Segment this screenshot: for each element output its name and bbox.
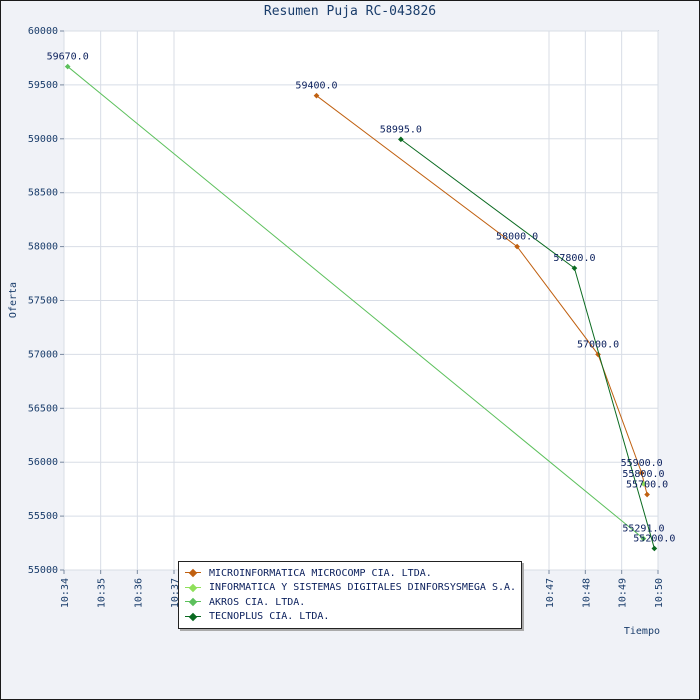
data-point xyxy=(514,243,520,250)
data-label: 59670.0 xyxy=(47,52,89,63)
legend-label: MICROINFORMATICA MICROCOMP CIA. LTDA. xyxy=(209,567,432,579)
data-labels: 59400.0 58000.0 57000.0 55900.0 55700.055800… xyxy=(47,52,676,545)
data-point xyxy=(571,265,578,271)
y-tick-label: 59500 xyxy=(28,80,58,91)
y-tick-label: 57500 xyxy=(28,296,58,307)
data-label: 58995.0 xyxy=(380,124,422,135)
y-tick-label: 59000 xyxy=(28,134,58,145)
data-point xyxy=(644,491,650,498)
data-label: 55200.0 xyxy=(633,533,675,544)
y-tick-label: 55500 xyxy=(28,511,58,522)
y-tick-label: 58500 xyxy=(28,188,58,199)
y-tick-label: 56000 xyxy=(28,457,58,468)
data-label: 59400.0 xyxy=(295,81,337,92)
y-tick-label: 58000 xyxy=(28,242,58,253)
data-point xyxy=(64,63,71,70)
x-tick-label: 10:36 xyxy=(133,578,144,608)
data-label: 55900.0 xyxy=(621,458,663,469)
data-point xyxy=(638,470,645,476)
y-tick-label: 57000 xyxy=(28,349,58,360)
y-tick-label: 56500 xyxy=(28,403,58,414)
legend-item: MICROINFORMATICA MICROCOMP CIA. LTDA. xyxy=(185,566,432,580)
data-point xyxy=(313,92,320,99)
legend-swatch xyxy=(185,597,201,607)
series-layer xyxy=(64,63,658,552)
x-tick-label: 10:49 xyxy=(618,578,629,608)
series-line xyxy=(67,66,644,540)
data-label: 55800.0 xyxy=(622,469,664,480)
x-tick-label: 10:34 xyxy=(60,578,71,608)
legend-item: INFORMATICA Y SISTEMAS DIGITALES DINFORS… xyxy=(185,581,516,595)
chart-title: Resumen Puja RC-043826 xyxy=(263,4,437,19)
axes: 55000 55500 56000 56500 57000 57500 58000 58500… xyxy=(28,26,665,608)
legend-swatch xyxy=(185,612,201,622)
legend: MICROINFORMATICA MICROCOMP CIA. LTDA. INF… xyxy=(178,561,522,629)
legend-label: TECNOPLUS CIA. LTDA. xyxy=(209,611,330,622)
legend-item: TECNOPLUS CIA. LTDA. xyxy=(185,610,329,624)
y-axis-title: Oferta xyxy=(8,282,19,318)
y-tick-label: 60000 xyxy=(28,26,58,37)
data-label: 55291.0 xyxy=(622,524,664,535)
x-tick-label: 10:50 xyxy=(654,578,665,608)
y-tick-label: 55000 xyxy=(28,565,58,576)
data-point xyxy=(640,480,647,487)
data-label: 55700.0 xyxy=(626,480,668,491)
data-point xyxy=(398,136,404,143)
data-label: 57800.0 xyxy=(553,253,595,264)
legend-label: INFORMATICA Y SISTEMAS DIGITALES DINFORS… xyxy=(209,582,517,593)
legend-swatch xyxy=(185,583,201,593)
data-label: 58000.0 xyxy=(496,232,538,243)
x-tick-label: 10:47 xyxy=(545,578,556,608)
x-axis-title: Tiempo xyxy=(624,626,660,637)
data-label: 57000.0 xyxy=(577,339,619,350)
legend-item: AKROS CIA. LTDA. xyxy=(185,595,305,609)
data-point xyxy=(651,545,658,552)
data-point xyxy=(640,535,647,542)
legend-swatch xyxy=(185,568,201,578)
x-tick-label: 10:48 xyxy=(581,578,592,608)
x-tick-label: 10:35 xyxy=(97,578,108,608)
x-tick-label: 10:37 xyxy=(170,578,181,608)
legend-label: AKROS CIA. LTDA. xyxy=(209,596,306,608)
